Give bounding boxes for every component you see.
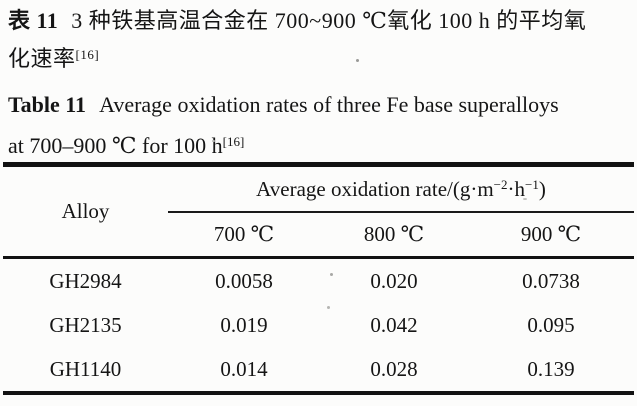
caption-en-text1: Average oxidation rates of three Fe base… — [99, 92, 559, 117]
caption-chinese: 表 11 3 种铁基高温合金在 700~900 ℃氧化 100 h 的平均氧 化速… — [8, 2, 634, 78]
rate-value-cell: 0.019 — [220, 312, 268, 337]
rate-value-cell: 0.0058 — [215, 268, 273, 293]
header-row-span: Alloy Average oxidation rate/(g·m−2·h−1) — [3, 164, 635, 259]
rate-value-cell: 0.139 — [527, 356, 575, 381]
rate-unit-main: Average oxidation rate/(g·m — [256, 176, 494, 201]
table-row: GH1140 0.014 0.028 0.139 — [3, 347, 634, 393]
caption-english-line1: Table 11 Average oxidation rates of three… — [8, 84, 634, 125]
table-row: GH2135 0.019 0.042 0.095 — [3, 303, 634, 347]
caption-chinese-line2: 化速率[16] — [8, 40, 634, 78]
caption-chinese-line1: 表 11 3 种铁基高温合金在 700~900 ℃氧化 100 h 的平均氧 — [8, 2, 634, 40]
column-header-800c: 800 ℃ — [320, 212, 468, 259]
citation-ref: [16] — [75, 47, 100, 62]
rate-value-cell: 0.095 — [527, 312, 575, 337]
caption-english: Table 11 Average oxidation rates of three… — [8, 84, 634, 166]
rate-value-cell: 0.020 — [370, 268, 418, 293]
alloy-name-cell: GH2135 — [49, 312, 122, 337]
scan-speck — [523, 198, 527, 200]
scan-speck — [327, 306, 330, 309]
citation-ref: [16] — [222, 134, 245, 149]
column-header-900c: 900 ℃ — [468, 212, 635, 259]
scan-speck — [330, 273, 333, 276]
rate-unit-exponent: −2 — [493, 176, 508, 192]
caption-english-line2: at 700–900 ℃ for 100 h[16] — [8, 125, 634, 166]
rate-unit-end: ) — [538, 176, 546, 201]
column-header-alloy: Alloy — [3, 164, 168, 259]
column-header-700c: 700 ℃ — [168, 212, 320, 259]
alloy-name-cell: GH1140 — [49, 356, 122, 381]
caption-en-text2: at 700–900 ℃ for 100 h — [8, 133, 223, 158]
scan-speck — [356, 59, 359, 62]
table-number-cn: 表 11 — [8, 8, 59, 33]
table-row: GH2984 0.0058 0.020 0.0738 — [3, 258, 634, 304]
caption-cn-text2: 化速率 — [8, 46, 76, 71]
rate-value-cell: 0.028 — [370, 356, 418, 381]
alloy-name-cell: GH2984 — [49, 268, 122, 293]
caption-cn-text1: 3 种铁基高温合金在 700~900 ℃氧化 100 h 的平均氧 — [71, 8, 587, 33]
rate-unit-exponent: −1 — [525, 176, 539, 192]
rate-value-cell: 0.014 — [220, 356, 268, 381]
rate-value-cell: 0.042 — [370, 312, 418, 337]
scan-speck — [212, 140, 215, 142]
rate-value-cell: 0.0738 — [522, 268, 580, 293]
rate-unit-sep: ·h — [507, 176, 526, 201]
header-row-temps: 700 ℃ 800 ℃ 900 ℃ — [3, 212, 635, 259]
oxidation-rate-table: Alloy Average oxidation rate/(g·m−2·h−1)… — [3, 162, 635, 395]
table-number-en: Table 11 — [8, 92, 87, 117]
column-header-rate-unit: Average oxidation rate/(g·m−2·h−1) — [168, 164, 635, 213]
